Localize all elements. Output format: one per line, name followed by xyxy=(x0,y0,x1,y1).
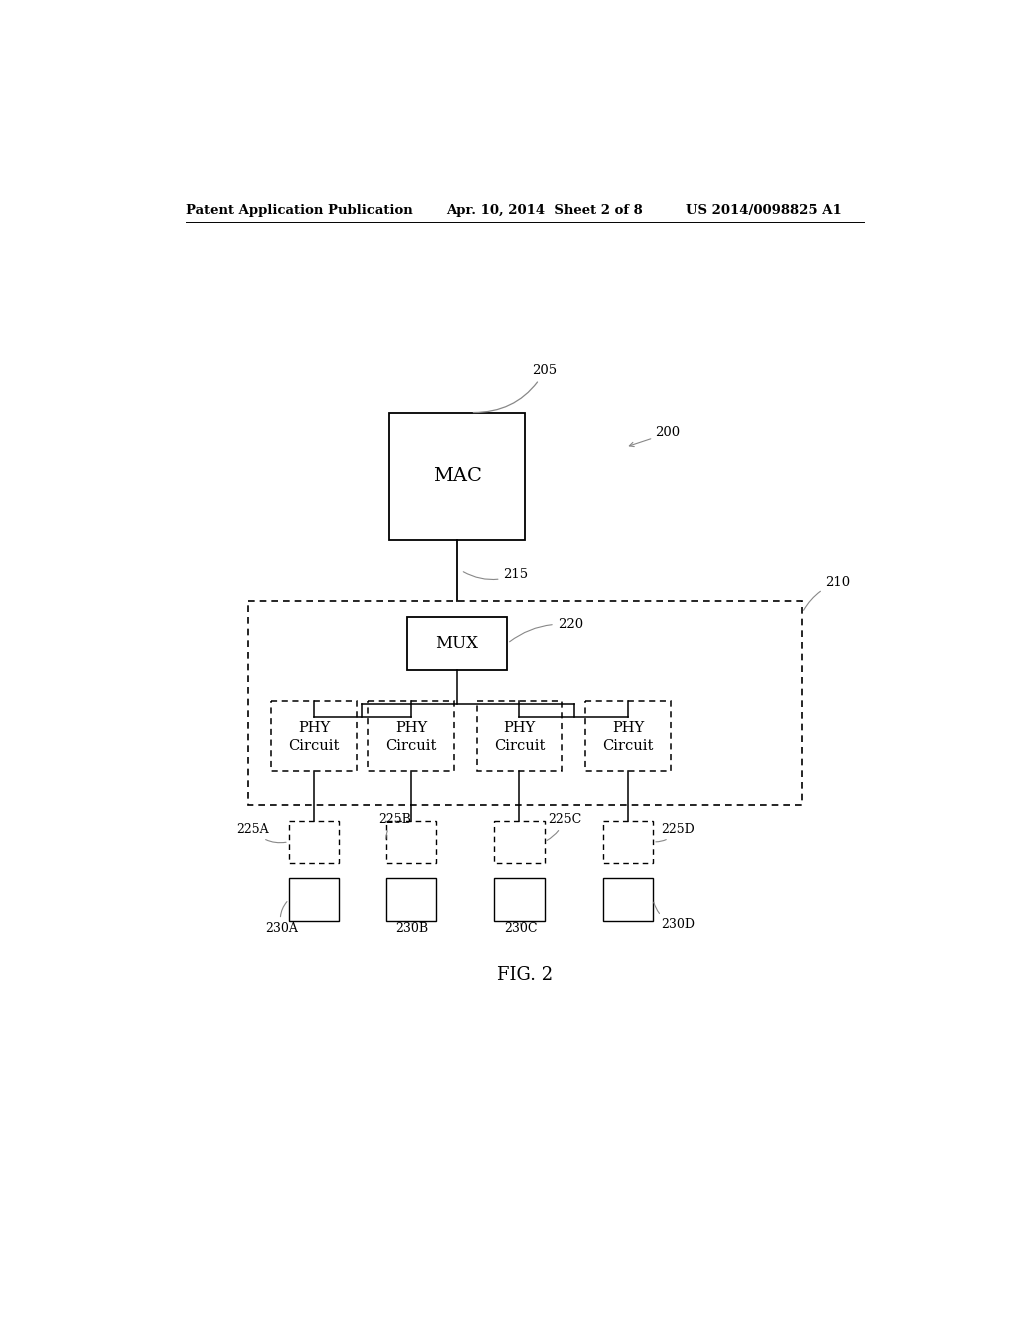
Bar xyxy=(386,821,436,863)
Text: PHY: PHY xyxy=(298,721,330,735)
Text: 230A: 230A xyxy=(265,902,298,936)
Bar xyxy=(603,821,653,863)
Text: 225B: 225B xyxy=(378,813,411,840)
Bar xyxy=(289,878,339,921)
Text: MAC: MAC xyxy=(432,467,481,484)
Text: 230B: 230B xyxy=(395,923,428,936)
Bar xyxy=(477,701,562,771)
Bar xyxy=(369,701,454,771)
Text: Circuit: Circuit xyxy=(289,739,340,754)
Text: 210: 210 xyxy=(804,576,851,610)
Text: 205: 205 xyxy=(473,364,558,413)
Text: Apr. 10, 2014  Sheet 2 of 8: Apr. 10, 2014 Sheet 2 of 8 xyxy=(445,205,642,218)
Text: FIG. 2: FIG. 2 xyxy=(497,966,553,983)
Text: 225C: 225C xyxy=(547,813,582,841)
Text: 225A: 225A xyxy=(237,822,286,842)
Bar xyxy=(495,821,545,863)
Bar xyxy=(248,601,802,805)
Text: US 2014/0098825 A1: US 2014/0098825 A1 xyxy=(686,205,842,218)
Text: 230C: 230C xyxy=(504,923,538,936)
Text: 215: 215 xyxy=(463,568,528,581)
Text: PHY: PHY xyxy=(394,721,427,735)
Bar xyxy=(386,878,436,921)
Text: PHY: PHY xyxy=(611,721,644,735)
Bar xyxy=(289,821,339,863)
Text: 200: 200 xyxy=(655,425,680,438)
Text: MUX: MUX xyxy=(435,635,478,652)
Text: Circuit: Circuit xyxy=(385,739,436,754)
Bar xyxy=(271,701,356,771)
Text: PHY: PHY xyxy=(503,721,536,735)
Text: Patent Application Publication: Patent Application Publication xyxy=(186,205,413,218)
Bar xyxy=(389,412,524,540)
Bar xyxy=(603,878,653,921)
Bar xyxy=(586,701,671,771)
Text: 225D: 225D xyxy=(655,822,694,842)
Text: Circuit: Circuit xyxy=(602,739,653,754)
Text: Circuit: Circuit xyxy=(494,739,545,754)
Bar xyxy=(495,878,545,921)
Text: 220: 220 xyxy=(510,618,583,642)
Text: 230D: 230D xyxy=(653,902,695,932)
Bar xyxy=(407,616,507,671)
